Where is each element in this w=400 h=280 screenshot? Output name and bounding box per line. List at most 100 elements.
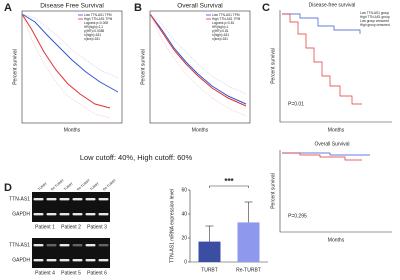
gel-band (59, 259, 70, 262)
ci-curve (21, 13, 119, 79)
x-axis-label: Months (192, 127, 209, 133)
significance-bracket (209, 185, 249, 188)
legend-text: n(low)=181 (84, 37, 100, 41)
x-tick-label: Re-TURBT (236, 267, 261, 273)
y-tick-label: 0 (184, 259, 187, 265)
gel-band (72, 213, 83, 216)
legend-text: High TTN-AS1 group (360, 15, 390, 19)
gel-band (59, 213, 70, 216)
panel-title: Disease Free Survival (40, 3, 104, 10)
gel-band (46, 244, 57, 247)
y-axis-label: Percent survival (140, 49, 146, 85)
panel-title: Overall Survival (177, 3, 223, 10)
lane-label: Re-TURBT (50, 178, 65, 191)
bar (198, 241, 221, 262)
gel-band (72, 198, 83, 201)
lane-label: TURBT (89, 181, 100, 191)
y-tick-label: 20 (181, 235, 187, 241)
x-axis-label: Months (64, 127, 81, 133)
gel-band (33, 213, 44, 216)
gel-band (46, 259, 57, 262)
survival-curve (282, 152, 362, 161)
y-axis-label: Percent survival (270, 173, 276, 209)
patient-label: Patient 6 (87, 270, 107, 276)
gel-band (46, 198, 57, 201)
p-value: P=0.01 (288, 101, 304, 107)
gel-band (98, 259, 109, 262)
gel-band (85, 198, 96, 201)
survival-curve (149, 13, 247, 107)
patient-label: Patient 5 (61, 270, 81, 276)
gel (32, 238, 110, 268)
lane-label: TURBT (63, 181, 74, 191)
row-label: GAPDH (12, 211, 30, 217)
gel-band (98, 244, 109, 247)
gel-band (85, 244, 96, 247)
survival-curve (282, 152, 370, 156)
patient-label: Patient 2 (61, 224, 81, 230)
gel-band (59, 198, 70, 201)
panel-label: D (4, 182, 12, 194)
panel-title: Disease-free survival (309, 2, 356, 8)
patient-label: Patient 4 (35, 270, 55, 276)
survival-curve (282, 13, 361, 34)
gel-band (33, 198, 44, 201)
legend-text: Low group censored (360, 19, 389, 23)
ci-curve (21, 13, 111, 119)
panel-label: C (262, 2, 270, 14)
legend-text: Low TTN-AS1 TPM (212, 13, 240, 17)
plot-frame (21, 10, 123, 124)
panel-title: Overall Survival (314, 141, 349, 147)
lane-label: Re-TURBT (102, 178, 117, 191)
panel-label: B (134, 2, 142, 14)
axis (279, 150, 392, 233)
legend-text: n(high)=181 (84, 33, 101, 37)
survival-curve (21, 13, 119, 93)
legend-text: Logrank p=0.008 (84, 21, 108, 25)
survival-curve (21, 13, 111, 109)
gel-band (59, 244, 70, 247)
gel-band (98, 198, 109, 201)
y-tick-label: 60 (181, 187, 187, 193)
y-tick-label: 40 (181, 211, 187, 217)
row-label: TTN-AS1 (9, 196, 30, 202)
legend-text: HR(high)=2.1 (84, 25, 103, 29)
significance: *** (224, 177, 234, 186)
patient-label: Patient 1 (35, 224, 55, 230)
y-axis-label: Percent survival (12, 49, 18, 85)
x-axis-label: Months (328, 127, 345, 133)
legend-text: Low TTN-AS1 group (360, 11, 389, 15)
cutoff-note: Low cutoff: 40%, High cutoff: 60% (80, 153, 193, 162)
ci-curve (149, 13, 247, 117)
plot-frame (149, 10, 251, 124)
legend-text: Low TTN-AS1 TPM (84, 13, 112, 17)
row-label: TTN-AS1 (9, 242, 30, 248)
legend-text: Logrank p=0.81 (212, 21, 234, 25)
patient-label: Patient 3 (87, 224, 107, 230)
gel-band (33, 244, 44, 247)
y-axis-label: TTN-AS1 mRNA expression level (169, 189, 175, 263)
legend-text: n(low)=181 (212, 37, 228, 41)
survival-curve (149, 13, 247, 105)
legend-text: p(HR)=0.0088 (84, 29, 104, 33)
axis (279, 10, 392, 123)
survival-curve (282, 13, 362, 105)
legend-text: High TTN-AS1 TPM (84, 17, 113, 21)
gel-band (85, 213, 96, 216)
legend-text: High TTN-AS1 TPM (212, 17, 241, 21)
x-axis-label: Months (328, 237, 345, 243)
gel-band (33, 259, 44, 262)
y-axis-label: Percent survival (270, 48, 276, 84)
gel (32, 192, 110, 222)
legend-text: HR(high)=1 (212, 25, 229, 29)
gel-band (85, 259, 96, 262)
lane-label: TURBT (37, 181, 48, 191)
legend-text: p(HR)=0.81 (212, 29, 229, 33)
p-value: P=0.295 (288, 213, 307, 219)
x-tick-label: TURBT (201, 267, 218, 273)
gel-band (98, 213, 109, 216)
gel-band (46, 213, 57, 216)
legend-text: High group censored (360, 23, 390, 27)
gel-band (72, 244, 83, 247)
